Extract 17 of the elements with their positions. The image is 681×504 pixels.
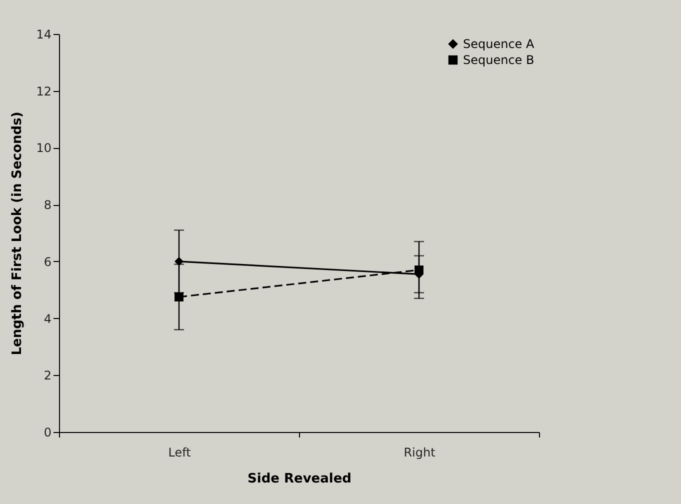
x-axis-title: Side Revealed <box>248 472 352 486</box>
point <box>174 256 184 266</box>
x-tick-label: Left <box>168 446 192 460</box>
y-tick-label: 0 <box>44 426 52 440</box>
y-tick-label: 12 <box>36 84 52 98</box>
y-tick-label: 10 <box>36 141 52 156</box>
point <box>414 265 424 274</box>
y-axis-title: Length of First Look (in Seconds) <box>10 112 26 356</box>
legend-label: Sequence A <box>463 37 536 51</box>
x-tick-label: Right <box>404 446 436 460</box>
y-tick-label: 8 <box>44 198 52 212</box>
legend-label: Sequence B <box>463 53 534 67</box>
y-tick-label: 14 <box>36 28 52 42</box>
y-tick-label: 2 <box>44 368 52 383</box>
point <box>174 292 184 302</box>
y-tick-label: 6 <box>44 254 52 269</box>
y-tick-label: 4 <box>44 312 52 326</box>
